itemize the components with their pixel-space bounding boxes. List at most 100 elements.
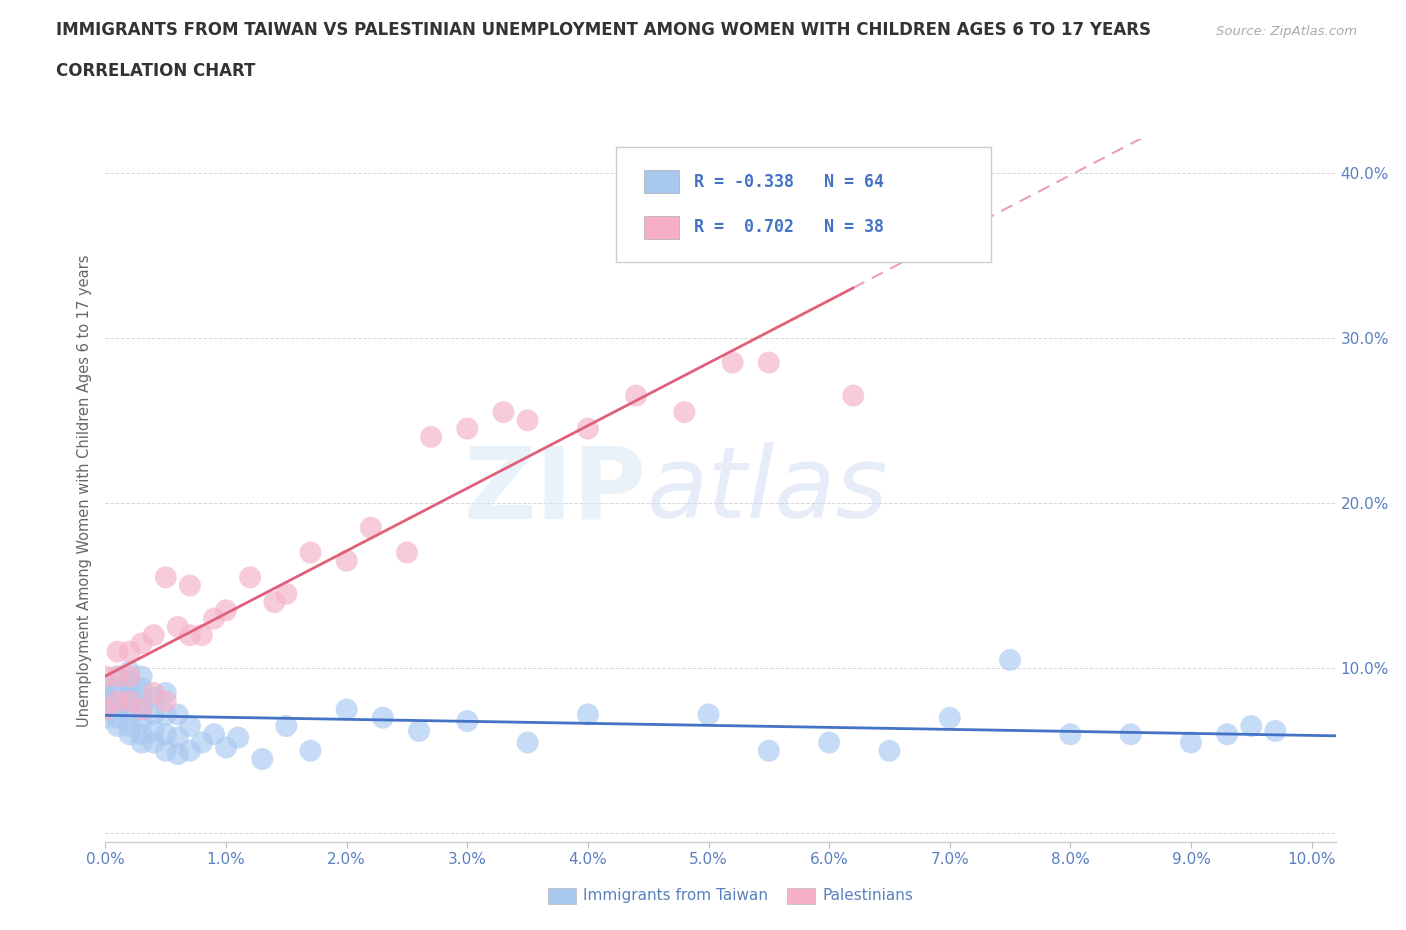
- Point: [1264, 724, 1286, 738]
- Point: [107, 698, 129, 712]
- Point: [395, 545, 418, 560]
- Point: [118, 727, 141, 742]
- Point: [371, 711, 394, 725]
- Point: [166, 730, 188, 745]
- Text: ZIP: ZIP: [464, 442, 647, 539]
- Point: [1119, 727, 1142, 742]
- Point: [998, 653, 1021, 668]
- Point: [179, 719, 201, 734]
- Point: [107, 711, 129, 725]
- Point: [131, 636, 153, 651]
- Point: [202, 611, 225, 626]
- Point: [758, 355, 780, 370]
- Point: [118, 674, 141, 689]
- Point: [118, 694, 141, 709]
- Point: [624, 388, 647, 403]
- Point: [118, 698, 141, 712]
- Point: [179, 628, 201, 643]
- Point: [191, 628, 214, 643]
- Text: Immigrants from Taiwan: Immigrants from Taiwan: [583, 888, 769, 903]
- Point: [420, 430, 443, 445]
- Point: [118, 707, 141, 722]
- Point: [938, 711, 960, 725]
- Point: [142, 735, 165, 750]
- Point: [118, 664, 141, 679]
- Point: [215, 740, 238, 755]
- Point: [516, 413, 538, 428]
- Point: [879, 743, 901, 758]
- Text: Source: ZipAtlas.com: Source: ZipAtlas.com: [1216, 25, 1357, 38]
- Text: R = -0.338   N = 64: R = -0.338 N = 64: [693, 173, 883, 191]
- Point: [131, 669, 153, 684]
- Point: [155, 707, 177, 722]
- Point: [179, 743, 201, 758]
- Point: [131, 690, 153, 705]
- Text: R =  0.702   N = 38: R = 0.702 N = 38: [693, 219, 883, 236]
- Point: [94, 702, 117, 717]
- Point: [118, 719, 141, 734]
- Point: [142, 628, 165, 643]
- Y-axis label: Unemployment Among Women with Children Ages 6 to 17 years: Unemployment Among Women with Children A…: [77, 254, 93, 727]
- Point: [142, 724, 165, 738]
- Point: [794, 232, 817, 246]
- Text: atlas: atlas: [647, 442, 889, 539]
- Point: [107, 669, 129, 684]
- Point: [202, 727, 225, 742]
- Point: [142, 707, 165, 722]
- Point: [576, 707, 599, 722]
- Point: [299, 545, 322, 560]
- Point: [118, 681, 141, 696]
- Point: [155, 694, 177, 709]
- Point: [360, 520, 382, 535]
- Point: [131, 702, 153, 717]
- Point: [118, 644, 141, 659]
- Point: [166, 619, 188, 634]
- Point: [107, 681, 129, 696]
- Point: [131, 713, 153, 728]
- Point: [94, 677, 117, 692]
- Point: [94, 685, 117, 700]
- Point: [215, 603, 238, 618]
- Point: [155, 743, 177, 758]
- Point: [155, 727, 177, 742]
- Point: [252, 751, 274, 766]
- Point: [142, 690, 165, 705]
- Point: [131, 735, 153, 750]
- Point: [155, 570, 177, 585]
- Point: [107, 694, 129, 709]
- Point: [299, 743, 322, 758]
- Text: CORRELATION CHART: CORRELATION CHART: [56, 62, 256, 80]
- Point: [1180, 735, 1202, 750]
- Point: [107, 719, 129, 734]
- Point: [576, 421, 599, 436]
- Point: [131, 681, 153, 696]
- Point: [336, 702, 359, 717]
- Point: [842, 388, 865, 403]
- Point: [107, 690, 129, 705]
- Point: [721, 355, 744, 370]
- Point: [1240, 719, 1263, 734]
- Point: [179, 578, 201, 593]
- Point: [94, 669, 117, 684]
- Point: [336, 553, 359, 568]
- Point: [131, 702, 153, 717]
- Point: [456, 713, 478, 728]
- Point: [758, 743, 780, 758]
- Point: [131, 727, 153, 742]
- Point: [276, 719, 298, 734]
- Point: [191, 735, 214, 750]
- Point: [239, 570, 262, 585]
- Point: [276, 587, 298, 602]
- Point: [226, 730, 249, 745]
- Point: [166, 707, 188, 722]
- Text: IMMIGRANTS FROM TAIWAN VS PALESTINIAN UNEMPLOYMENT AMONG WOMEN WITH CHILDREN AGE: IMMIGRANTS FROM TAIWAN VS PALESTINIAN UN…: [56, 21, 1152, 39]
- Point: [408, 724, 430, 738]
- Point: [94, 702, 117, 717]
- Point: [1059, 727, 1081, 742]
- Point: [697, 707, 720, 722]
- Point: [166, 747, 188, 762]
- Point: [142, 685, 165, 700]
- FancyBboxPatch shape: [616, 147, 991, 262]
- Point: [107, 644, 129, 659]
- Point: [94, 694, 117, 709]
